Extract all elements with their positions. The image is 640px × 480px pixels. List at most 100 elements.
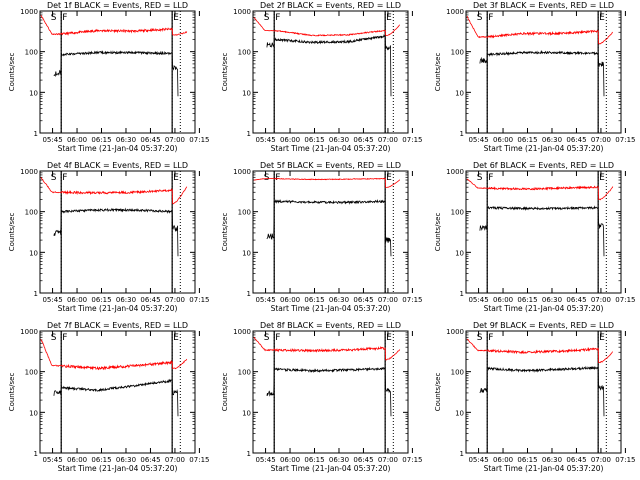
y-tick-label: 100 xyxy=(25,209,38,217)
y-tick-label: 100 xyxy=(238,209,251,217)
detector-panel: Det 7f BLACK = Events, RED = LLD 1 10 100 10… xyxy=(8,321,209,473)
detector-panel: Det 4f BLACK = Events, RED = LLD 1 10 100 10… xyxy=(8,161,209,313)
x-tick-label: 07:00 xyxy=(591,296,611,304)
x-tick-label: 06:00 xyxy=(67,456,87,464)
x-tick-label: 05:45 xyxy=(42,136,62,144)
panel-title: Det 7f BLACK = Events, RED = LLD xyxy=(47,321,188,330)
marker-label: E xyxy=(599,173,605,183)
y-tick-label: 1000 xyxy=(20,168,38,176)
marker-label: E xyxy=(386,333,392,343)
x-tick-label: 05:45 xyxy=(468,456,488,464)
x-tick-label: 06:30 xyxy=(542,136,562,144)
y-axis-label: Counts/sec xyxy=(8,53,16,92)
panel-title: Det 8f BLACK = Events, RED = LLD xyxy=(260,321,401,330)
lld-series-line xyxy=(466,16,613,45)
y-tick-label: 100 xyxy=(25,369,38,377)
x-tick-label: 06:45 xyxy=(566,296,586,304)
marker-label: F xyxy=(62,333,67,343)
x-axis-label: Start Time (21-Jan-04 05:37:20) xyxy=(484,464,604,473)
x-tick-label: 07:00 xyxy=(378,296,398,304)
plot-frame xyxy=(39,330,196,454)
x-tick-label: 07:15 xyxy=(402,456,422,464)
x-tick-label: 07:15 xyxy=(189,296,209,304)
x-axis-label: Start Time (21-Jan-04 05:37:20) xyxy=(271,464,391,473)
lld-series-line xyxy=(466,178,614,201)
detector-panel: Det 8f BLACK = Events, RED = LLD 1 10 100 10… xyxy=(221,321,422,473)
y-tick-label: 10 xyxy=(29,409,38,417)
x-tick-label: 07:15 xyxy=(615,136,635,144)
detector-panel: Det 9f BLACK = Events, RED = LLD 1 10 100 10… xyxy=(434,321,635,473)
y-tick-label: 1 xyxy=(247,290,251,298)
x-tick-label: 06:15 xyxy=(304,136,324,144)
x-tick-label: 06:30 xyxy=(542,456,562,464)
x-tick-label: 07:15 xyxy=(189,136,209,144)
y-tick-label: 1 xyxy=(247,450,251,458)
y-tick-label: 100 xyxy=(238,369,251,377)
x-axis-label: Start Time (21-Jan-04 05:37:20) xyxy=(271,304,391,313)
y-tick-label: 10 xyxy=(455,409,464,417)
marker-label: S xyxy=(51,173,57,183)
y-axis-label: Counts/sec xyxy=(8,213,16,252)
marker-label: S xyxy=(264,13,270,23)
x-tick-label: 06:45 xyxy=(140,296,160,304)
y-tick-label: 1 xyxy=(460,450,464,458)
x-tick-label: 06:00 xyxy=(280,136,300,144)
detector-panel: Det 5f BLACK = Events, RED = LLD 1 10 100 10… xyxy=(221,161,422,313)
x-tick-label: 07:00 xyxy=(165,456,185,464)
y-axis-label: Counts/sec xyxy=(8,373,16,412)
events-series-line xyxy=(266,198,392,257)
y-tick-label: 100 xyxy=(451,369,464,377)
marker-label: F xyxy=(62,13,67,23)
lld-series-line xyxy=(253,337,401,361)
y-tick-label: 1 xyxy=(34,130,38,138)
x-tick-label: 05:45 xyxy=(255,296,275,304)
x-tick-label: 07:15 xyxy=(402,136,422,144)
plot-frame xyxy=(465,330,622,454)
plot-frame xyxy=(39,10,196,134)
x-tick-label: 06:15 xyxy=(517,296,537,304)
x-tick-label: 06:15 xyxy=(517,136,537,144)
y-tick-label: 10 xyxy=(242,409,251,417)
y-tick-label: 100 xyxy=(25,49,38,57)
marker-label: E xyxy=(386,173,392,183)
x-tick-label: 06:45 xyxy=(566,456,586,464)
x-tick-label: 07:00 xyxy=(165,296,185,304)
y-axis-label: Counts/sec xyxy=(221,373,229,412)
x-axis-label: Start Time (21-Jan-04 05:37:20) xyxy=(271,144,391,153)
x-tick-label: 07:15 xyxy=(402,296,422,304)
x-tick-label: 06:00 xyxy=(67,296,87,304)
y-tick-label: 1000 xyxy=(233,168,251,176)
lld-series-line xyxy=(466,338,614,364)
marker-label: S xyxy=(264,173,270,183)
lld-series-line xyxy=(40,15,188,36)
x-tick-label: 06:30 xyxy=(116,456,136,464)
y-tick-label: 1000 xyxy=(446,168,464,176)
x-axis-label: Start Time (21-Jan-04 05:37:20) xyxy=(484,144,604,153)
y-tick-label: 10 xyxy=(242,249,251,257)
x-tick-label: 07:00 xyxy=(378,456,398,464)
marker-label: F xyxy=(275,333,280,343)
marker-label: F xyxy=(62,173,67,183)
x-axis-label: Start Time (21-Jan-04 05:37:20) xyxy=(58,464,178,473)
marker-label: E xyxy=(599,333,605,343)
x-tick-label: 05:45 xyxy=(255,456,275,464)
y-tick-label: 10 xyxy=(29,249,38,257)
panel-title: Det 5f BLACK = Events, RED = LLD xyxy=(260,161,401,170)
x-tick-label: 06:30 xyxy=(542,296,562,304)
lld-series-line xyxy=(40,339,188,371)
x-tick-label: 06:30 xyxy=(116,136,136,144)
x-tick-label: 07:15 xyxy=(615,296,635,304)
plot-frame xyxy=(465,170,622,294)
lld-series-line xyxy=(253,17,401,37)
marker-label: S xyxy=(264,333,270,343)
x-axis-label: Start Time (21-Jan-04 05:37:20) xyxy=(484,304,604,313)
y-axis-label: Counts/sec xyxy=(434,53,442,92)
y-tick-label: 1 xyxy=(34,450,38,458)
plot-frame xyxy=(39,170,196,294)
x-tick-label: 06:15 xyxy=(304,296,324,304)
marker-label: F xyxy=(488,333,493,343)
x-tick-label: 06:45 xyxy=(140,456,160,464)
x-tick-label: 07:00 xyxy=(165,136,185,144)
lld-series-line xyxy=(40,177,188,205)
